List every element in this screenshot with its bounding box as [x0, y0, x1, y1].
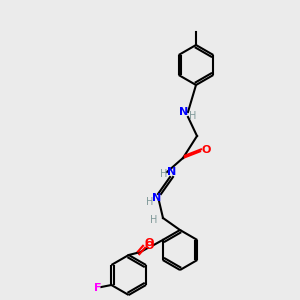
Text: H: H: [189, 111, 197, 121]
Text: O: O: [201, 145, 211, 155]
Text: H: H: [160, 169, 168, 179]
Text: H: H: [150, 215, 158, 225]
Text: N: N: [179, 107, 189, 117]
Text: O: O: [145, 241, 154, 251]
Text: O: O: [145, 238, 154, 248]
Text: H: H: [146, 197, 154, 207]
Text: N: N: [152, 193, 162, 203]
Text: N: N: [167, 167, 177, 177]
Text: F: F: [94, 283, 101, 293]
